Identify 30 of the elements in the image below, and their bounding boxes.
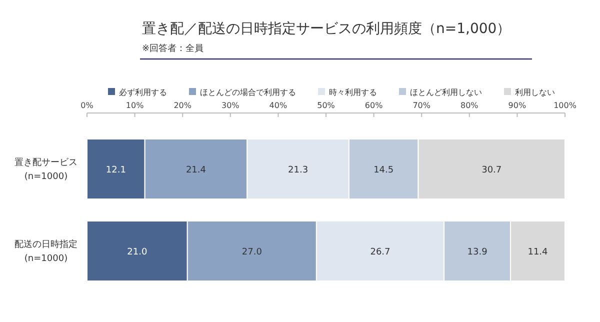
legend-label: ほとんどの場合で利用する (200, 88, 296, 97)
legend-label: 利用しない (515, 88, 555, 97)
data-label: 21.0 (127, 248, 148, 258)
data-label: 11.4 (528, 248, 548, 258)
x-tick-label: 30% (222, 101, 240, 110)
x-tick-label: 10% (126, 101, 144, 110)
x-tick-label: 100% (554, 101, 577, 110)
data-label: 13.9 (467, 248, 488, 258)
x-tick-label: 0% (80, 101, 94, 110)
legend-label: 時々利用する (329, 88, 377, 97)
data-label: 27.0 (242, 248, 262, 258)
x-tick-label: 50% (317, 101, 336, 110)
data-label: 21.4 (186, 166, 206, 176)
data-label: 21.3 (288, 166, 308, 176)
data-label: 26.7 (370, 248, 390, 258)
x-tick-label: 40% (269, 101, 288, 110)
x-tick-label: 80% (460, 101, 479, 110)
data-label: 14.5 (374, 166, 394, 176)
x-tick-label: 20% (174, 101, 192, 110)
legend-label: ほとんど利用しない (410, 88, 482, 97)
data-label: 30.7 (482, 166, 502, 176)
y-tick-label: 置き配サービス (n=1000) (14, 157, 78, 182)
data-label: 12.1 (106, 166, 126, 176)
chart-title: 置き配／配送の日時指定サービスの利用頻度（n=1,000） (142, 21, 511, 37)
x-tick-label: 60% (364, 101, 384, 110)
x-tick-label: 70% (412, 101, 431, 110)
x-tick-label: 90% (508, 101, 526, 110)
chart-subtitle: ※回答者：全員 (142, 43, 204, 54)
y-tick-label: 配送の日時指定 (n=1000) (14, 239, 78, 264)
legend-label: 必ず利用する (119, 88, 167, 97)
